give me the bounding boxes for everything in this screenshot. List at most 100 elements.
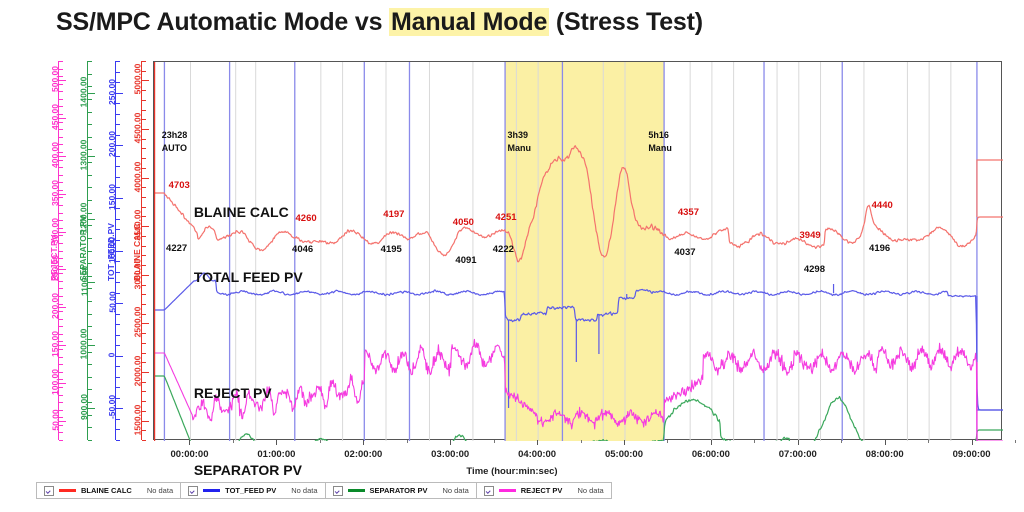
axis-tick-label: 150.00 — [50, 331, 60, 358]
x-axis-tick-label: 02:00:00 — [344, 449, 383, 460]
axis-minor-tick — [116, 429, 120, 431]
legend[interactable]: BLAINE CALC No data TOT_FEED PV No data SEPA… — [36, 482, 612, 499]
legend-label: REJECT PV — [520, 486, 563, 495]
axis-spine — [141, 61, 142, 440]
axis-major-tick — [116, 92, 123, 94]
x-axis-tick — [971, 440, 973, 445]
axis-minor-tick — [116, 113, 120, 115]
axis-minor-tick — [116, 208, 120, 210]
axis-minor-tick — [59, 98, 63, 100]
axis-minor-tick — [116, 440, 120, 441]
axis-major-tick — [59, 79, 66, 81]
x-axis-minor-tick — [319, 440, 321, 443]
axis-minor-tick — [142, 284, 146, 286]
axis-minor-tick — [88, 86, 92, 88]
blaine-value-label: 3949 — [799, 230, 821, 241]
axis-minor-tick — [142, 313, 146, 315]
axis-minor-tick — [59, 159, 63, 161]
x-axis-tick-label: 03:00:00 — [431, 449, 470, 460]
axis-minor-tick — [142, 245, 146, 247]
axis-major-tick — [88, 218, 95, 220]
axis-minor-tick — [142, 352, 146, 354]
legend-item-separator-pv[interactable]: SEPARATOR PV No data — [326, 483, 477, 498]
axis-major-tick — [59, 421, 66, 423]
x-axis-tick — [623, 440, 625, 445]
axis-minor-tick — [142, 401, 146, 403]
axis-minor-tick — [59, 258, 63, 260]
blaine-value-label: 4050 — [452, 217, 474, 228]
plot-area[interactable] — [153, 61, 1003, 441]
legend-item-reject-pv[interactable]: REJECT PV No data — [477, 483, 611, 498]
axis-minor-tick — [116, 282, 120, 284]
trace-separator-pv — [154, 375, 1003, 441]
axis-minor-tick — [88, 98, 92, 100]
mode-marker-mode: Manu — [648, 143, 672, 153]
axis-major-tick — [116, 303, 123, 305]
legend-item-tot-feed-pv[interactable]: TOT_FEED PV No data — [181, 483, 326, 498]
axis-tick-label: 50.00 — [107, 291, 117, 313]
axis-tick-label: -50.00 — [107, 395, 117, 420]
trace-reject-tail — [976, 362, 978, 441]
axis-major-tick — [116, 250, 123, 252]
blaine-value-label: 4196 — [869, 243, 891, 254]
x-axis-minor-tick — [667, 440, 669, 443]
axis-minor-tick — [88, 124, 92, 126]
axis-minor-tick — [142, 109, 146, 111]
blaine-value-label: 4703 — [168, 180, 190, 191]
axis-minor-tick — [116, 124, 120, 126]
axis-minor-tick — [59, 341, 63, 343]
x-axis-minor-tick — [232, 440, 234, 443]
legend-checkbox[interactable] — [483, 485, 494, 496]
axis-minor-tick — [88, 427, 92, 429]
mode-marker-time: 3h39 — [507, 130, 529, 140]
legend-item-blaine-calc[interactable]: BLAINE CALC No data — [37, 483, 182, 498]
axis-major-tick — [88, 92, 95, 94]
axis-minor-tick — [59, 91, 63, 93]
series-label: BLAINE CALC — [193, 204, 289, 220]
y-axis-blaine-calc: 1500.00 2000.00 2500.00 3000.00 3500.00 4000.… — [133, 61, 149, 441]
axis-minor-tick — [88, 149, 92, 151]
trace-total-feed-pv — [154, 272, 1003, 411]
legend-checkbox[interactable] — [188, 485, 199, 496]
axis-major-tick — [142, 129, 149, 131]
axis-minor-tick — [116, 292, 120, 294]
axis-tick-label: 50.00 — [50, 409, 60, 431]
axis-minor-tick — [116, 324, 120, 326]
axis-minor-tick — [59, 197, 63, 199]
axis-major-tick — [116, 408, 123, 410]
legend-label: BLAINE CALC — [81, 486, 132, 495]
axis-minor-tick — [116, 418, 120, 420]
legend-color-swatch — [203, 489, 221, 492]
axis-minor-tick — [88, 440, 92, 441]
axis-major-tick — [59, 383, 66, 385]
axis-tick-label: 1400.00 — [79, 76, 89, 107]
trace-blaine-tail — [976, 159, 1003, 217]
y-axis-separator-pv: 900.00 1000.00 1100.00 1200.00 1300.00 1400.0… — [79, 61, 95, 441]
axis-minor-tick — [59, 182, 63, 184]
axis-tick-label: 400.00 — [50, 141, 60, 168]
axis-minor-tick — [116, 313, 120, 315]
legend-checkbox[interactable] — [332, 485, 343, 496]
axis-tick-label: 4500.00 — [133, 112, 143, 144]
blaine-value-label: 4197 — [383, 209, 405, 220]
axis-minor-tick — [59, 242, 63, 244]
axis-tick-label: 500.00 — [50, 65, 60, 92]
axis-minor-tick — [59, 394, 63, 396]
axis-minor-tick — [59, 432, 63, 434]
blaine-value-label: 4222 — [492, 244, 514, 255]
x-axis-tick-label: 08:00:00 — [865, 449, 904, 460]
axis-minor-tick — [59, 326, 63, 328]
x-axis-tick — [537, 440, 539, 445]
blaine-value-label: 4251 — [495, 212, 517, 223]
trace-feed-tail — [976, 296, 1003, 411]
axis-minor-tick — [88, 351, 92, 353]
legend-checkbox[interactable] — [44, 485, 54, 496]
axis-minor-tick — [142, 333, 146, 335]
axis-minor-tick — [88, 212, 92, 214]
axis-minor-tick — [116, 334, 120, 336]
axis-minor-tick — [88, 275, 92, 277]
axis-title-separator-pv: SEPARATOR.PV — [78, 214, 88, 281]
blaine-value-label: 4357 — [677, 207, 699, 218]
x-axis-title: Time (hour:min:sec) — [466, 466, 558, 477]
axis-tick-label: 0 — [107, 352, 117, 358]
